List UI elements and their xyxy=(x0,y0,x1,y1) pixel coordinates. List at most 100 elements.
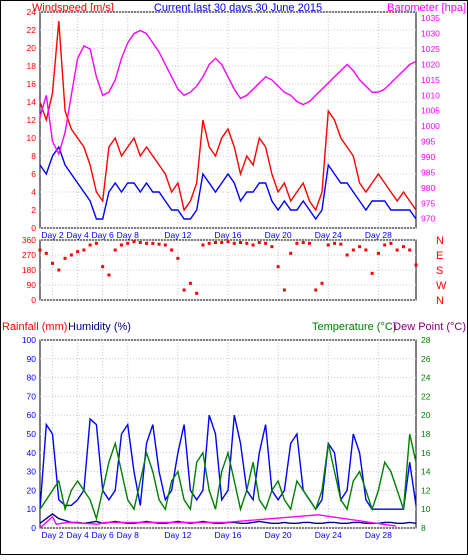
climate-ticks: 0 10 20 30 40 50 60 70 80 90 100 8 10 12 14 16 18 20 22 24 2… xyxy=(22,335,431,540)
y-tick-label-left: 24 xyxy=(27,7,37,17)
direction-point xyxy=(408,248,412,252)
y-tick-label-right: 990 xyxy=(421,152,435,162)
climate-series xyxy=(39,414,417,529)
direction-point xyxy=(232,241,236,245)
rainfall-axis-label: Rainfall (mm) xyxy=(2,321,67,333)
x-tick-label: Day 2 xyxy=(41,230,63,240)
y-tick-label-left: 20 xyxy=(27,485,37,495)
direction-point xyxy=(320,281,324,285)
y-tick-label-left: 0 xyxy=(31,223,36,233)
direction-point xyxy=(345,253,349,257)
y-tick-label-left: 40 xyxy=(27,448,37,458)
direction-point xyxy=(132,240,136,244)
direction-point xyxy=(314,288,318,292)
direction-point xyxy=(351,248,355,252)
direction-point xyxy=(333,241,337,245)
y-tick-label-left: 0 xyxy=(31,295,36,305)
direction-grid xyxy=(40,239,416,301)
direction-point xyxy=(188,281,192,285)
direction-point xyxy=(376,251,380,255)
y-tick-label-left: 2 xyxy=(31,205,36,215)
compass-label: E xyxy=(436,250,443,262)
y-tick-label-left: 18 xyxy=(27,61,37,71)
direction-point xyxy=(57,268,61,272)
direction-point xyxy=(276,265,280,269)
x-tick-label: Day 28 xyxy=(365,530,392,540)
direction-point xyxy=(364,248,368,252)
direction-point xyxy=(176,256,180,260)
direction-point xyxy=(395,248,399,252)
direction-point xyxy=(264,241,268,245)
direction-point xyxy=(107,273,111,277)
y-tick-label-right: 14 xyxy=(421,467,431,477)
direction-point xyxy=(101,265,105,269)
direction-point xyxy=(88,243,92,247)
y-tick-label-left: 10 xyxy=(27,504,37,514)
x-tick-label: Day 24 xyxy=(315,530,342,540)
direction-point xyxy=(339,242,343,246)
y-tick-label-left: 270 xyxy=(22,250,36,260)
series-line-windspeed-average xyxy=(39,145,417,221)
direction-point xyxy=(389,241,393,245)
x-tick-label: Day 28 xyxy=(365,230,392,240)
direction-point xyxy=(326,243,330,247)
direction-point xyxy=(239,241,243,244)
x-tick-label: Day 20 xyxy=(265,530,292,540)
y-tick-label-left: 180 xyxy=(22,265,36,275)
direction-point xyxy=(157,242,161,246)
y-tick-label-right: 22 xyxy=(421,391,431,401)
wind-series xyxy=(39,20,417,221)
y-tick-label-left: 70 xyxy=(27,391,37,401)
y-tick-label-left: 90 xyxy=(27,354,37,364)
direction-point xyxy=(201,243,205,247)
humidity-axis-label: Humidity (%) xyxy=(68,321,131,333)
y-tick-label-right: 1020 xyxy=(421,59,440,69)
y-tick-label-right: 1005 xyxy=(421,106,440,116)
dewpoint-axis-label: Dew Point (°C) xyxy=(393,321,466,333)
y-tick-label-left: 6 xyxy=(31,169,36,179)
x-tick-label: Day 8 xyxy=(117,530,139,540)
series-line-windspeed-gust xyxy=(39,20,417,212)
direction-point xyxy=(38,248,42,252)
compass-label: W xyxy=(436,280,447,292)
x-tick-label: Day 16 xyxy=(215,530,242,540)
direction-point xyxy=(119,243,123,247)
y-tick-label-right: 985 xyxy=(421,167,435,177)
series-line-temperature xyxy=(39,433,417,522)
wind-grid xyxy=(40,11,416,229)
direction-point xyxy=(76,250,80,254)
direction-point xyxy=(370,271,374,275)
x-tick-label: Day 12 xyxy=(164,530,191,540)
chart-title: Current last 30 days 30 June 2015 xyxy=(154,2,322,14)
temperature-axis-label: Temperature (°C) xyxy=(312,321,396,333)
y-tick-label-right: 995 xyxy=(421,137,435,147)
direction-point xyxy=(270,245,274,249)
y-tick-label-right: 1030 xyxy=(421,29,440,39)
direction-point xyxy=(295,241,299,245)
y-tick-label-left: 4 xyxy=(31,187,36,197)
y-tick-label-left: 90 xyxy=(27,280,37,290)
direction-point xyxy=(245,241,249,245)
y-tick-label-left: 22 xyxy=(27,25,37,35)
x-tick-label: Day 20 xyxy=(265,230,292,240)
x-tick-label: Day 16 xyxy=(215,230,242,240)
direction-point xyxy=(226,240,230,244)
y-tick-label-right: 28 xyxy=(421,335,431,345)
windspeed-axis-label: Windspeed [m/s] xyxy=(32,2,114,14)
y-tick-label-left: 8 xyxy=(31,151,36,161)
x-tick-label: Day 6 xyxy=(92,530,114,540)
direction-point xyxy=(94,241,98,245)
y-tick-label-left: 60 xyxy=(27,410,37,420)
direction-point xyxy=(358,245,362,249)
direction-series xyxy=(38,240,418,295)
y-tick-label-left: 12 xyxy=(27,115,37,125)
y-tick-label-left: 100 xyxy=(22,335,36,345)
y-tick-label-left: 30 xyxy=(27,467,37,477)
series-line-rainfall xyxy=(39,514,397,529)
x-tick-label: Day 2 xyxy=(41,530,63,540)
compass-label: N xyxy=(436,235,444,247)
direction-point xyxy=(207,241,211,245)
x-tick-label: Day 12 xyxy=(164,230,191,240)
